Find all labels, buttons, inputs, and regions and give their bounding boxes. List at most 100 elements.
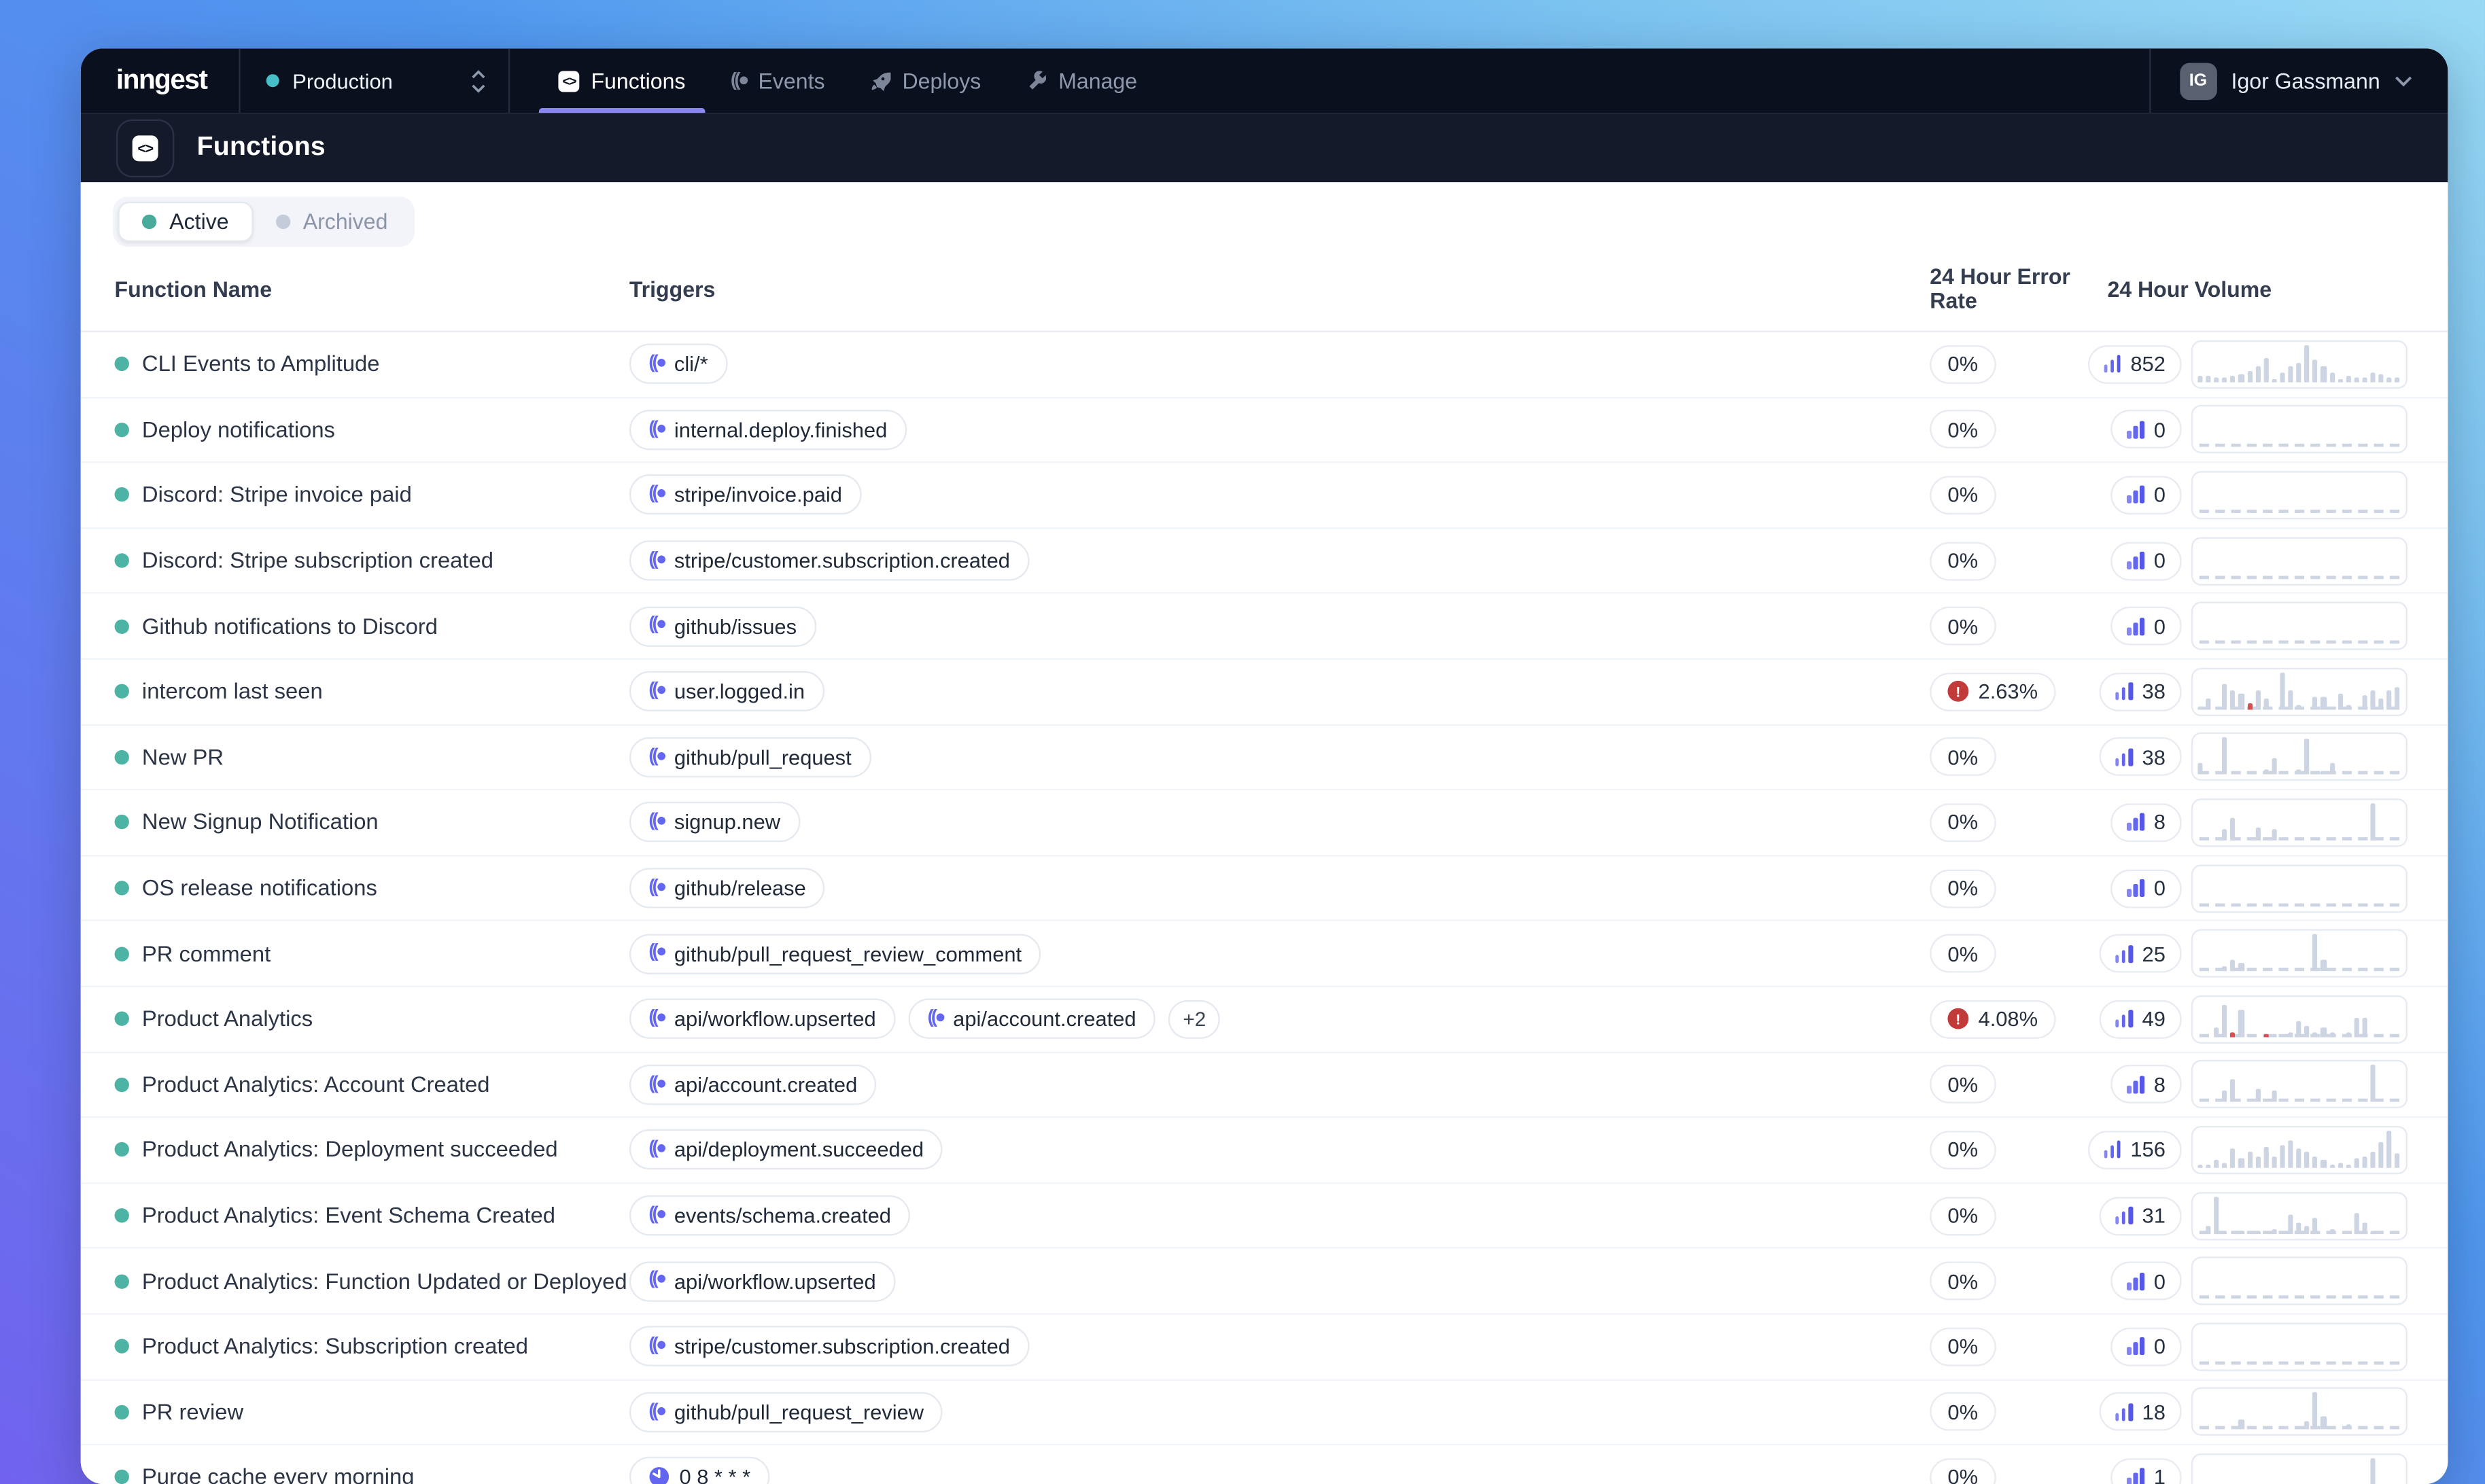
page-header: <> Functions <box>80 113 2448 183</box>
table-row[interactable]: Product Analytics: Subscription created (… <box>80 1315 2448 1380</box>
tab-deploys[interactable]: Deploys <box>848 48 1004 113</box>
sparkline-bar <box>2263 698 2269 710</box>
bar-chart-icon <box>2126 486 2144 504</box>
sparkline-bar <box>2304 1025 2310 1037</box>
event-trigger-icon: ((● <box>648 1335 667 1356</box>
volume-badge: 38 <box>2098 672 2182 711</box>
sparkline-bar <box>2272 378 2277 383</box>
error-rate-badge: 0% <box>1930 541 1996 580</box>
bar-chart-icon <box>2126 1468 2144 1484</box>
tab-events[interactable]: ((● Events <box>708 48 848 113</box>
trigger-badge: ((● github/release <box>629 868 826 908</box>
function-name: Discord: Stripe subscription created <box>141 548 493 573</box>
event-trigger-icon: ((● <box>648 811 667 832</box>
trigger-badge: ((● github/pull_request_review_comment <box>629 933 1041 974</box>
error-rate-cell: 0% <box>1930 1392 2107 1432</box>
sparkline-bar <box>2304 1225 2310 1233</box>
table-row[interactable]: CLI Events to Amplitude ((● cli/* 0% 852 <box>80 332 2448 398</box>
error-rate-value: 0% <box>1947 876 1979 900</box>
sparkline-bar <box>2214 1196 2219 1233</box>
inngest-logo[interactable]: inngest <box>81 48 239 113</box>
volume-cell: 0 <box>2107 476 2191 515</box>
error-icon: ! <box>1947 1008 1969 1030</box>
error-rate-value: 2.63% <box>1978 679 2038 704</box>
volume-badge: 18 <box>2098 1392 2182 1432</box>
volume-value: 38 <box>2142 679 2166 704</box>
trigger-label: api/workflow.upserted <box>674 1006 876 1031</box>
sparkline-bar <box>2354 1158 2359 1168</box>
triggers-cell: ((● api/workflow.upserted <box>629 1260 1930 1301</box>
tab-functions[interactable]: <> Functions <box>536 48 708 113</box>
sparkline-bar <box>2214 377 2219 383</box>
table-row[interactable]: Product Analytics ((● api/workflow.upserte… <box>80 987 2448 1053</box>
event-trigger-icon: ((● <box>648 746 667 766</box>
table-row[interactable]: New Signup Notification ((● signup.new 0% 8 <box>80 791 2448 857</box>
status-dot <box>114 1077 129 1092</box>
table-row[interactable]: Discord: Stripe subscription created ((● s… <box>80 529 2448 595</box>
sparkline-bar <box>2378 1142 2384 1168</box>
table-row[interactable]: OS release notifications ((● github/releas… <box>80 856 2448 922</box>
error-rate-cell: 0% <box>1930 934 2107 973</box>
table-row[interactable]: Product Analytics: Account Created ((● api… <box>80 1053 2448 1118</box>
volume-cell: 0 <box>2107 607 2191 646</box>
volume-value: 8 <box>2153 810 2166 835</box>
sparkline-baseline <box>2199 968 2400 972</box>
table-row[interactable]: Purge cache every morning 0 8 * * * 0% 1 <box>81 1445 2448 1484</box>
table-row[interactable]: Product Analytics: Event Schema Created (… <box>80 1184 2448 1250</box>
sparkline-bar <box>2206 1164 2211 1168</box>
volume-sparkline <box>2191 471 2408 520</box>
sparkline-bar <box>2304 1151 2310 1168</box>
filter-active-button[interactable]: Active <box>118 201 254 243</box>
trigger-label: signup.new <box>674 810 781 835</box>
bar-chart-icon <box>2115 682 2133 701</box>
event-trigger-icon: ((● <box>648 615 667 635</box>
sparkline-bar <box>2280 1145 2285 1168</box>
status-dot <box>114 1012 129 1027</box>
table-row[interactable]: PR review ((● github/pull_request_review 0%… <box>80 1380 2448 1446</box>
events-icon: ((● <box>730 71 750 90</box>
triggers-cell: ((● github/pull_request <box>629 737 1930 777</box>
sparkline-bar <box>2337 378 2343 383</box>
status-dot <box>114 684 129 699</box>
sparkline-bar <box>2238 1419 2244 1430</box>
sparkline-bar <box>2296 1148 2301 1168</box>
volume-badge: 156 <box>2087 1130 2182 1169</box>
environment-selector[interactable]: Production <box>241 48 508 113</box>
volume-badge: 0 <box>2110 541 2182 580</box>
volume-cell: 0 <box>2107 1327 2191 1366</box>
table-row[interactable]: Discord: Stripe invoice paid ((● stripe/in… <box>80 463 2448 529</box>
table-row[interactable]: Product Analytics: Function Updated or D… <box>80 1249 2448 1315</box>
user-menu[interactable]: IG Igor Gassmann <box>2149 48 2448 113</box>
sparkline-bar <box>2321 771 2327 775</box>
error-rate-cell: 0% <box>1930 1327 2107 1366</box>
sparkline-bar <box>2272 758 2277 775</box>
tab-manage[interactable]: Manage <box>1004 48 1160 113</box>
sparkline-bar <box>2255 1156 2261 1168</box>
table-row[interactable]: intercom last seen ((● user.logged.in! 2.63… <box>80 660 2448 726</box>
table-row[interactable]: PR comment ((● github/pull_request_review_… <box>80 921 2448 987</box>
error-rate-badge: 0% <box>1930 1458 1996 1484</box>
sparkline-bar <box>2304 344 2310 383</box>
triggers-cell: ((● internal.deploy.finished <box>629 409 1930 450</box>
event-trigger-icon: ((● <box>927 1008 946 1028</box>
sparkline-bar <box>2312 359 2318 383</box>
bar-chart-icon <box>2126 1337 2144 1356</box>
table-row[interactable]: Github notifications to Discord ((● github… <box>80 595 2448 660</box>
function-name: Product Analytics: Account Created <box>141 1072 490 1097</box>
error-rate-value: 0% <box>1947 1269 1979 1294</box>
sparkline-bar <box>2321 959 2327 972</box>
table-row[interactable]: Product Analytics: Deployment succeeded (… <box>80 1118 2448 1184</box>
sparkline-bar <box>2222 1163 2228 1168</box>
error-rate-value: 0% <box>1947 745 1979 770</box>
sparkline-bar <box>2230 817 2236 841</box>
function-name-cell: Product Analytics: Event Schema Created <box>114 1203 629 1228</box>
trigger-badge: ((● stripe/invoice.paid <box>629 475 862 516</box>
volume-value: 852 <box>2130 352 2166 376</box>
functions-page-icon: <> <box>116 118 175 177</box>
volume-sparkline <box>2191 1191 2408 1240</box>
table-row[interactable]: Deploy notifications ((● internal.deploy.f… <box>80 398 2448 463</box>
table-row[interactable]: New PR ((● github/pull_request 0% 38 <box>80 725 2448 791</box>
filter-archived-button[interactable]: Archived <box>253 202 411 242</box>
sparkline-bar <box>2206 375 2211 383</box>
volume-badge: 0 <box>2110 607 2182 646</box>
